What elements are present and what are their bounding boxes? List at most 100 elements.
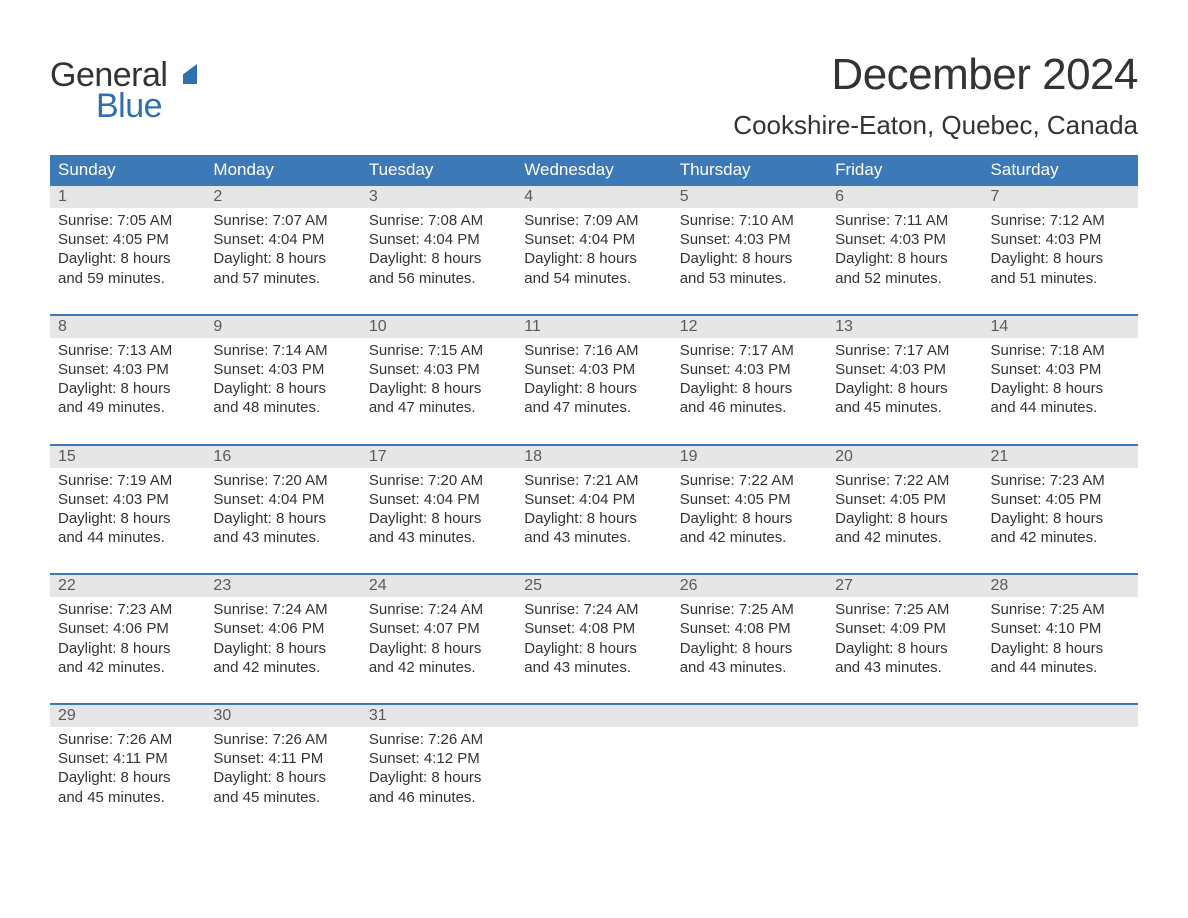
day-detail: Sunrise: 7:07 AMSunset: 4:04 PMDaylight:… [205,208,360,302]
day-number: 29 [50,705,205,727]
daylight-text-1: Daylight: 8 hours [58,249,197,268]
day-detail: Sunrise: 7:23 AMSunset: 4:06 PMDaylight:… [50,597,205,691]
sunset-text: Sunset: 4:11 PM [58,749,197,768]
sunset-text: Sunset: 4:08 PM [524,619,663,638]
sunset-text: Sunset: 4:09 PM [835,619,974,638]
daylight-text-1: Daylight: 8 hours [213,768,352,787]
sunset-text: Sunset: 4:10 PM [991,619,1130,638]
daylight-text-1: Daylight: 8 hours [835,509,974,528]
dow-friday: Friday [827,155,982,186]
sunrise-text: Sunrise: 7:21 AM [524,471,663,490]
daylight-text-1: Daylight: 8 hours [213,639,352,658]
day-number [827,705,982,727]
sunset-text: Sunset: 4:03 PM [680,230,819,249]
month-title: December 2024 [733,50,1138,100]
day-detail-row: Sunrise: 7:05 AMSunset: 4:05 PMDaylight:… [50,208,1138,302]
day-number-row: 1234567 [50,186,1138,208]
day-detail: Sunrise: 7:25 AMSunset: 4:08 PMDaylight:… [672,597,827,691]
week-row: 15161718192021Sunrise: 7:19 AMSunset: 4:… [50,444,1138,562]
sunset-text: Sunset: 4:04 PM [524,490,663,509]
day-number: 9 [205,316,360,338]
day-detail: Sunrise: 7:26 AMSunset: 4:11 PMDaylight:… [50,727,205,821]
sunset-text: Sunset: 4:07 PM [369,619,508,638]
page-header: General Blue December 2024 Cookshire-Eat… [50,50,1138,141]
sunrise-text: Sunrise: 7:12 AM [991,211,1130,230]
daylight-text-2: and 48 minutes. [213,398,352,417]
sunrise-text: Sunrise: 7:14 AM [213,341,352,360]
daylight-text-2: and 51 minutes. [991,269,1130,288]
sunrise-text: Sunrise: 7:23 AM [991,471,1130,490]
daylight-text-2: and 43 minutes. [369,528,508,547]
daylight-text-1: Daylight: 8 hours [991,509,1130,528]
daylight-text-2: and 44 minutes. [58,528,197,547]
day-detail: Sunrise: 7:17 AMSunset: 4:03 PMDaylight:… [827,338,982,432]
sunrise-text: Sunrise: 7:19 AM [58,471,197,490]
sunrise-text: Sunrise: 7:11 AM [835,211,974,230]
daylight-text-1: Daylight: 8 hours [369,509,508,528]
daylight-text-2: and 42 minutes. [835,528,974,547]
day-number: 22 [50,575,205,597]
day-detail [983,727,1138,821]
daylight-text-2: and 42 minutes. [58,658,197,677]
sunset-text: Sunset: 4:04 PM [369,230,508,249]
logo: General Blue [50,50,199,126]
day-number: 17 [361,446,516,468]
daylight-text-1: Daylight: 8 hours [524,509,663,528]
day-detail: Sunrise: 7:26 AMSunset: 4:12 PMDaylight:… [361,727,516,821]
sunset-text: Sunset: 4:05 PM [835,490,974,509]
day-detail-row: Sunrise: 7:19 AMSunset: 4:03 PM Daylight:… [50,468,1138,562]
sunset-text: Sunset: 4:03 PM [58,490,197,509]
day-number: 20 [827,446,982,468]
daylight-text-1: Daylight: 8 hours [58,639,197,658]
day-detail: Sunrise: 7:21 AMSunset: 4:04 PMDaylight:… [516,468,671,562]
week-row: 891011121314Sunrise: 7:13 AMSunset: 4:03… [50,314,1138,432]
day-detail: Sunrise: 7:08 AMSunset: 4:04 PMDaylight:… [361,208,516,302]
day-detail: Sunrise: 7:20 AMSunset: 4:04 PMDaylight:… [361,468,516,562]
sunset-text: Sunset: 4:04 PM [213,230,352,249]
day-number: 5 [672,186,827,208]
dow-thursday: Thursday [672,155,827,186]
sunrise-text: Sunrise: 7:24 AM [369,600,508,619]
day-detail: Sunrise: 7:11 AMSunset: 4:03 PMDaylight:… [827,208,982,302]
daylight-text-2: and 57 minutes. [213,269,352,288]
day-number: 15 [50,446,205,468]
day-detail: Sunrise: 7:10 AMSunset: 4:03 PMDaylight:… [672,208,827,302]
daylight-text-2: and 43 minutes. [680,658,819,677]
sunset-text: Sunset: 4:03 PM [991,230,1130,249]
day-number: 11 [516,316,671,338]
day-detail: Sunrise: 7:25 AMSunset: 4:09 PMDaylight:… [827,597,982,691]
sail-icon [169,62,199,91]
daylight-text-2: and 45 minutes. [835,398,974,417]
daylight-text-1: Daylight: 8 hours [369,379,508,398]
day-number: 1 [50,186,205,208]
day-number [983,705,1138,727]
day-detail: Sunrise: 7:24 AMSunset: 4:06 PMDaylight:… [205,597,360,691]
location-subtitle: Cookshire-Eaton, Quebec, Canada [733,110,1138,141]
day-number: 10 [361,316,516,338]
daylight-text-2: and 59 minutes. [58,269,197,288]
day-detail: Sunrise: 7:16 AMSunset: 4:03 PMDaylight:… [516,338,671,432]
day-number: 21 [983,446,1138,468]
day-detail-row: Sunrise: 7:23 AMSunset: 4:06 PMDaylight:… [50,597,1138,691]
daylight-text-1: Daylight: 8 hours [835,249,974,268]
dow-monday: Monday [205,155,360,186]
day-detail: Sunrise: 7:24 AMSunset: 4:07 PMDaylight:… [361,597,516,691]
sunset-text: Sunset: 4:06 PM [58,619,197,638]
day-number: 14 [983,316,1138,338]
daylight-text-1: Daylight: 8 hours [58,768,197,787]
sunrise-text: Sunrise: 7:20 AM [213,471,352,490]
day-number: 3 [361,186,516,208]
daylight-text-1: Daylight: 8 hours [835,379,974,398]
day-detail-row: Sunrise: 7:13 AMSunset: 4:03 PMDaylight:… [50,338,1138,432]
daylight-text-1: Daylight: 8 hours [524,639,663,658]
day-detail: Sunrise: 7:22 AMSunset: 4:05 PMDaylight:… [827,468,982,562]
sunset-text: Sunset: 4:05 PM [58,230,197,249]
daylight-text-1: Daylight: 8 hours [680,249,819,268]
sunrise-text: Sunrise: 7:22 AM [835,471,974,490]
sunset-text: Sunset: 4:11 PM [213,749,352,768]
sunrise-text: Sunrise: 7:24 AM [524,600,663,619]
daylight-text-1: Daylight: 8 hours [680,509,819,528]
sunrise-text: Sunrise: 7:23 AM [58,600,197,619]
day-number-row: 293031 [50,705,1138,727]
sunrise-text: Sunrise: 7:05 AM [58,211,197,230]
